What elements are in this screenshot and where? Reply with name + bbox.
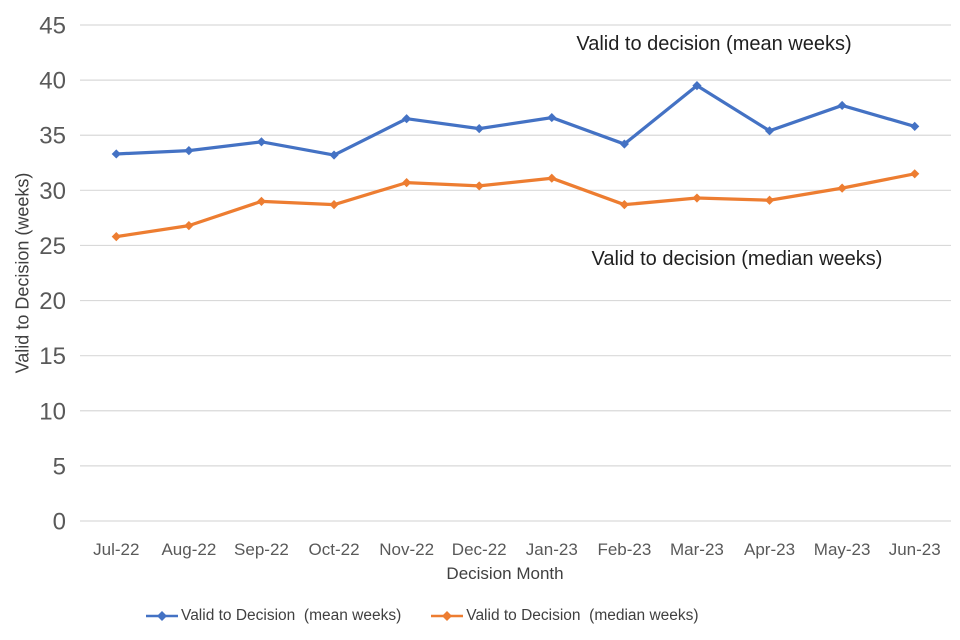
y-tick-label: 5	[53, 453, 66, 480]
y-tick-label: 10	[39, 398, 66, 425]
y-axis-title: Valid to Decision (weeks)	[12, 172, 33, 374]
legend-item-median: Valid to Decision (median weeks)	[431, 607, 699, 625]
data-point-marker-median	[619, 200, 629, 210]
legend-item-mean: Valid to Decision (mean weeks)	[146, 607, 401, 625]
x-tick-label: Jul-22	[93, 540, 139, 559]
data-point-marker-mean	[837, 100, 847, 111]
x-axis-title: Decision Month	[446, 564, 564, 583]
data-point-marker-mean	[329, 150, 339, 160]
y-tick-label: 45	[39, 13, 66, 40]
data-point-marker-mean	[184, 146, 194, 156]
y-tick-label: 0	[53, 509, 66, 536]
data-point-marker-mean	[474, 124, 484, 134]
x-tick-label: Nov-22	[379, 540, 434, 559]
data-point-marker-median	[329, 200, 339, 210]
y-tick-label: 35	[39, 123, 66, 150]
data-point-marker-median	[256, 196, 267, 206]
data-point-marker-median	[111, 232, 121, 242]
data-point-marker-mean	[111, 149, 121, 159]
chart-legend: Valid to Decision (mean weeks) Valid to …	[146, 607, 699, 625]
legend-label-median: Valid to Decision (median weeks)	[466, 607, 699, 624]
data-point-marker-median	[474, 181, 484, 191]
data-point-marker-median	[764, 195, 775, 205]
x-tick-label: Dec-22	[452, 540, 507, 559]
series-line-median	[114, 172, 917, 239]
x-tick-label: May-23	[814, 540, 871, 559]
x-tick-label: Sep-22	[234, 540, 289, 559]
data-point-marker-mean	[692, 81, 702, 91]
data-point-marker-mean	[764, 126, 775, 136]
annotation-mean-series: Valid to decision (mean weeks)	[576, 33, 852, 55]
data-point-marker-median	[910, 169, 920, 179]
x-tick-label: Mar-23	[670, 540, 724, 559]
data-point-marker-median	[184, 221, 194, 231]
legend-marker-median-icon	[431, 611, 464, 621]
y-tick-label: 40	[39, 68, 66, 95]
data-point-marker-mean	[256, 137, 267, 147]
data-point-marker-mean	[619, 139, 629, 149]
data-point-marker-median	[402, 178, 412, 188]
annotation-median-series: Valid to decision (median weeks)	[591, 248, 883, 270]
x-tick-label: Aug-22	[161, 540, 216, 559]
data-point-marker-mean	[547, 112, 557, 123]
series-line-mean	[114, 83, 917, 157]
data-point-marker-median	[692, 193, 702, 203]
data-point-marker-mean	[402, 114, 412, 124]
y-tick-label: 15	[39, 343, 66, 370]
legend-marker-mean-icon	[146, 611, 178, 621]
data-point-marker-mean	[910, 121, 920, 132]
y-tick-label: 20	[39, 288, 66, 315]
data-point-marker-median	[837, 183, 847, 193]
y-tick-label: 25	[39, 233, 66, 260]
legend-label-mean: Valid to Decision (mean weeks)	[181, 607, 402, 624]
y-tick-label: 30	[39, 178, 66, 205]
x-tick-label: Jun-23	[889, 540, 941, 559]
x-tick-label: Oct-22	[309, 540, 360, 559]
data-point-marker-median	[547, 173, 557, 183]
x-tick-label: Jan-23	[526, 540, 578, 559]
x-tick-label: Apr-23	[744, 540, 795, 559]
x-tick-label: Feb-23	[597, 540, 651, 559]
